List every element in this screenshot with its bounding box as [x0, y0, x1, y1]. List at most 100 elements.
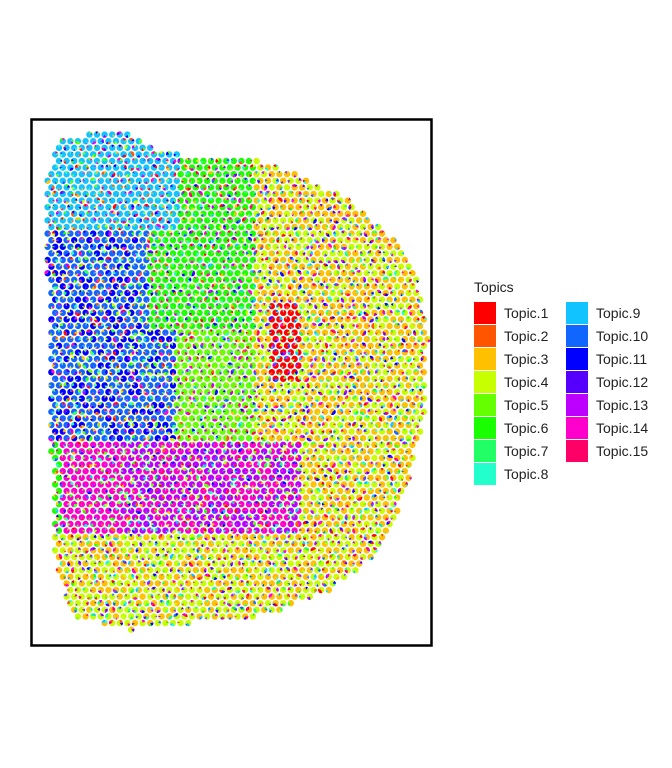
spot — [279, 454, 287, 462]
spot — [321, 501, 329, 508]
spot — [249, 296, 257, 303]
spot — [355, 560, 363, 567]
spot — [352, 566, 359, 574]
spot — [51, 534, 59, 541]
spot — [272, 401, 279, 409]
spot — [124, 368, 131, 376]
spot — [317, 243, 325, 250]
spot — [188, 256, 196, 264]
spot — [359, 408, 367, 415]
spot — [59, 547, 66, 554]
spot — [257, 586, 264, 594]
spot — [173, 349, 181, 356]
spot — [90, 454, 97, 462]
spot — [272, 547, 279, 554]
spot — [181, 296, 188, 303]
spot — [223, 237, 230, 244]
spot — [86, 527, 93, 534]
spot — [314, 580, 321, 587]
spot — [409, 362, 416, 369]
spot — [97, 507, 104, 514]
spot — [405, 421, 412, 429]
spot — [108, 329, 116, 336]
spot — [188, 309, 196, 317]
spot — [146, 368, 154, 376]
spot — [169, 250, 177, 257]
spot — [378, 309, 386, 316]
spot — [162, 184, 169, 191]
spot — [363, 481, 370, 488]
spot — [101, 593, 108, 600]
spot — [222, 369, 230, 376]
spot — [386, 269, 393, 277]
spot — [386, 494, 393, 501]
spot — [203, 415, 211, 422]
spot — [188, 190, 196, 198]
spot — [260, 329, 268, 336]
spot — [207, 474, 215, 482]
spot — [188, 230, 196, 237]
spot — [51, 335, 59, 343]
spot — [375, 276, 382, 283]
spot — [120, 164, 127, 171]
spot — [55, 250, 63, 257]
spot — [283, 170, 291, 178]
spot — [169, 501, 177, 508]
spot — [59, 296, 66, 303]
spot — [150, 401, 158, 409]
spot — [291, 435, 298, 442]
spot — [78, 329, 85, 336]
spot — [192, 421, 199, 429]
spot — [234, 177, 241, 184]
spot — [97, 164, 104, 171]
spot — [295, 335, 302, 343]
spot — [192, 395, 199, 402]
spot — [158, 507, 165, 514]
spot — [302, 560, 310, 567]
spot — [249, 441, 256, 448]
spot — [382, 487, 390, 495]
spot — [177, 606, 184, 614]
spot — [51, 441, 59, 449]
spot — [260, 289, 268, 297]
spot — [203, 533, 211, 541]
spot — [397, 289, 405, 297]
spot — [162, 368, 169, 376]
spot — [116, 567, 124, 574]
spot — [219, 256, 226, 264]
spot — [299, 514, 306, 521]
spot — [268, 303, 275, 310]
spot — [340, 362, 348, 369]
spot — [51, 309, 59, 317]
spot — [302, 362, 310, 369]
spot — [124, 487, 131, 495]
spot — [234, 256, 241, 264]
spot — [340, 534, 348, 541]
spot — [211, 296, 219, 303]
spot — [74, 256, 82, 264]
spot — [287, 507, 294, 515]
spot — [143, 243, 150, 251]
spot — [90, 283, 97, 290]
spot — [409, 283, 416, 290]
spot — [245, 329, 253, 336]
spot — [390, 316, 397, 323]
spot — [234, 441, 241, 449]
spot — [124, 210, 131, 217]
spot — [185, 157, 192, 165]
spot — [215, 184, 222, 191]
spot — [310, 401, 317, 409]
spot — [375, 408, 382, 415]
spot — [89, 402, 97, 409]
spot — [143, 203, 150, 211]
spot — [314, 355, 321, 363]
spot — [177, 580, 184, 587]
spot — [401, 296, 408, 303]
spot — [287, 547, 295, 554]
spot — [386, 375, 393, 382]
spot — [241, 454, 249, 462]
spot — [143, 481, 150, 488]
spot — [101, 567, 108, 574]
spot — [93, 263, 101, 270]
spot — [63, 184, 70, 191]
